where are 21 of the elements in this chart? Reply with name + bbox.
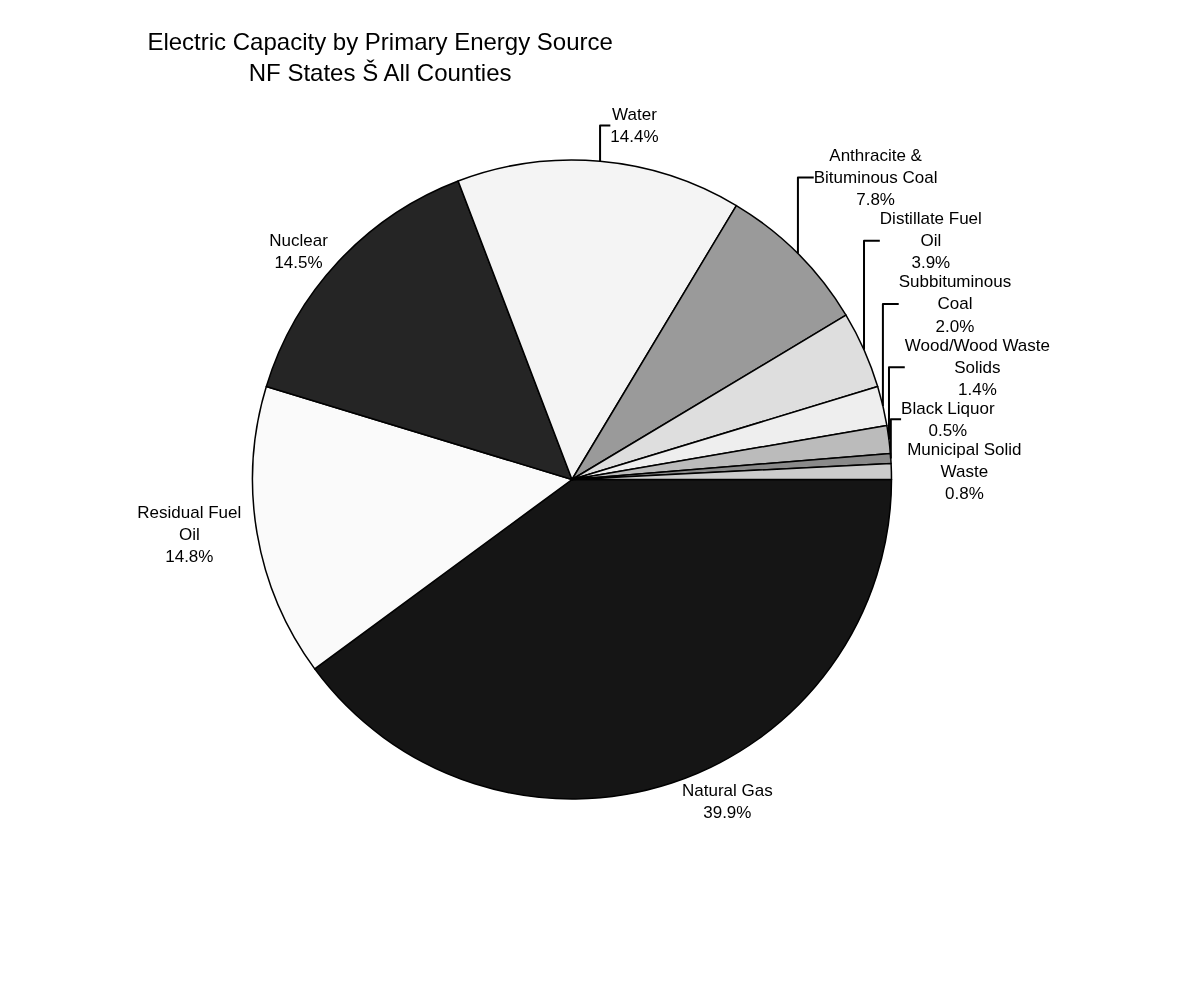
slice-label: Wood/Wood Waste Solids (904, 335, 1050, 377)
chart-title: Electric Capacity by Primary Energy Source NF States Š All Counties (147, 27, 613, 87)
slice-label: Anthracite & Bituminous Coal (813, 145, 938, 188)
slice-label: Black Liquor (901, 398, 995, 418)
data-label: 0.8% (945, 484, 984, 504)
slice-label: Distillate Fuel Oil (879, 209, 982, 251)
slice-label: Water (612, 104, 658, 124)
data-label: 1.4% (958, 379, 997, 399)
data-label: 2.0% (935, 316, 975, 336)
slice-label: Natural Gas (681, 781, 773, 801)
data-label: 7.8% (856, 190, 895, 210)
slice-label: Subbituminous Coal (898, 272, 1012, 314)
data-label: 39.9% (703, 803, 752, 823)
data-label: 14.8% (165, 546, 214, 566)
data-label: 3.9% (911, 253, 951, 273)
data-label: 14.5% (274, 253, 323, 273)
data-label: 14.4% (610, 126, 659, 146)
data-label: 0.5% (928, 420, 968, 440)
slice-label: Nuclear (269, 231, 329, 251)
slice-label: Municipal Solid Waste (907, 439, 1022, 481)
slice-label: Residual Fuel Oil (137, 502, 242, 544)
